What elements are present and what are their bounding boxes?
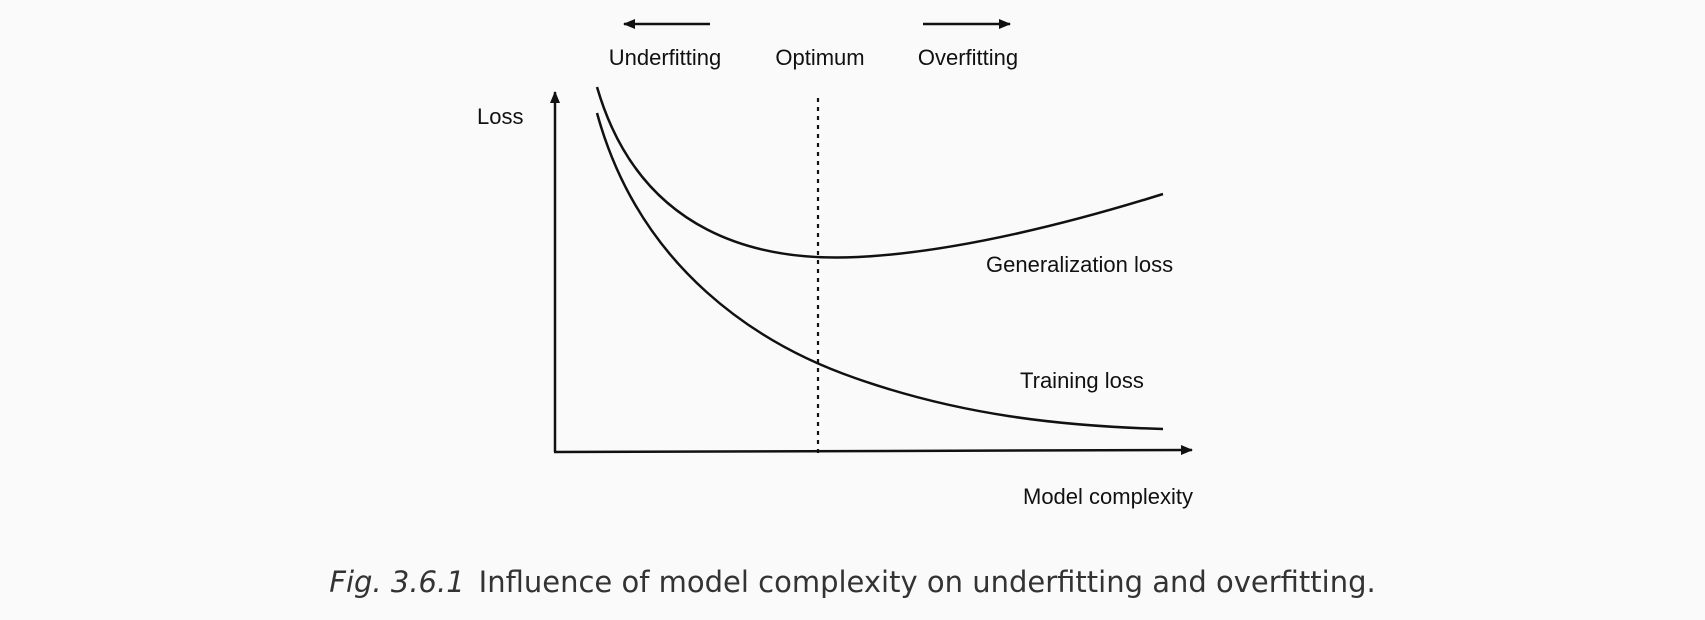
y-axis-label: Loss — [477, 104, 523, 129]
generalization-loss-curve — [595, 86, 1164, 259]
overfitting-label: Overfitting — [918, 45, 1018, 70]
caption-text: Influence of model complexity on underfi… — [478, 565, 1376, 599]
generalization-loss-label: Generalization loss — [986, 252, 1173, 277]
underfitting-label: Underfitting — [609, 45, 722, 70]
x-axis-label: Model complexity — [1023, 484, 1193, 509]
training-loss-curve — [595, 112, 1164, 431]
x-axis — [553, 445, 1193, 456]
figure-caption: Fig. 3.6.1 Influence of model complexity … — [0, 565, 1705, 599]
optimum-label: Optimum — [775, 45, 864, 70]
training-loss-label: Training loss — [1020, 368, 1144, 393]
figure-number: Fig. 3.6.1 — [329, 565, 465, 599]
